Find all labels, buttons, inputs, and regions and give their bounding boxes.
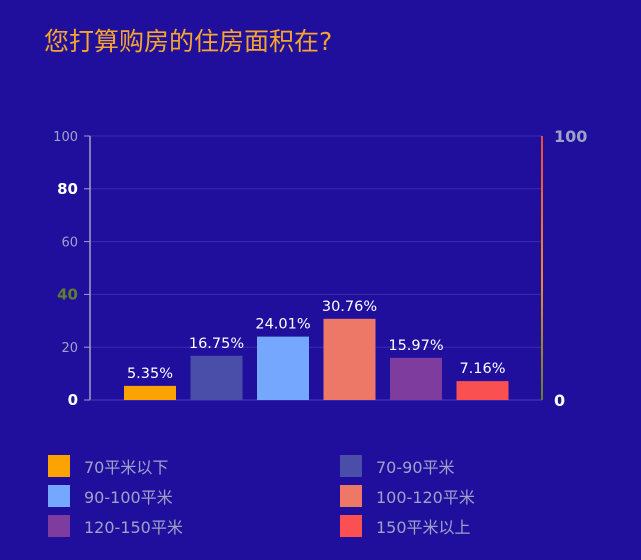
y2-tick-label: 100 — [554, 127, 587, 146]
y-tick-label: 20 — [61, 341, 78, 356]
y-tick-label: 100 — [53, 130, 78, 145]
legend-item: 70平米以下 — [48, 454, 168, 478]
legend-item: 100-120平米 — [340, 484, 475, 508]
bar — [257, 336, 309, 400]
bar-value-label: 5.35% — [127, 366, 173, 382]
legend-swatch — [48, 515, 70, 537]
bar-chart: 0 20 40 60 80 100 0 100 5.35% 16.75% 24.01% 30.76% 1… — [53, 127, 587, 410]
legend-label: 70平米以下 — [84, 458, 169, 477]
bar-value-label: 15.97% — [388, 338, 443, 354]
legend-swatch — [340, 515, 362, 537]
legend-item: 70-90平米 — [340, 454, 455, 478]
legend-item: 90-100平米 — [48, 484, 173, 508]
legend-swatch — [48, 485, 70, 507]
legend-label: 90-100平米 — [84, 488, 173, 507]
y-tick-label: 40 — [57, 285, 78, 303]
y-tick-label: 60 — [61, 236, 78, 251]
legend-swatch — [340, 485, 362, 507]
y-tick-label: 0 — [68, 391, 78, 409]
legend-label: 100-120平米 — [376, 488, 475, 507]
legend-label: 70-90平米 — [376, 458, 455, 477]
legend-swatch — [48, 455, 70, 477]
y-axis-right — [541, 136, 543, 400]
bar — [456, 381, 509, 400]
bar — [390, 357, 442, 400]
y2-tick-label: 0 — [554, 391, 565, 410]
legend-item: 150平米以上 — [340, 514, 471, 538]
bar-value-label: 7.16% — [459, 361, 505, 377]
bar-value-label: 30.76% — [322, 299, 377, 315]
bar — [323, 318, 376, 400]
bar-value-label: 24.01% — [255, 317, 310, 333]
legend-label: 150平米以上 — [376, 518, 471, 537]
legend-item: 120-150平米 — [48, 514, 183, 538]
legend-label: 120-150平米 — [84, 518, 183, 537]
chart-title: 您打算购房的住房面积在? — [44, 27, 333, 56]
legend-swatch — [340, 455, 362, 477]
bar — [124, 385, 176, 400]
bar — [190, 355, 243, 400]
bar-value-label: 16.75% — [189, 336, 244, 352]
y-tick-label: 80 — [57, 180, 78, 198]
